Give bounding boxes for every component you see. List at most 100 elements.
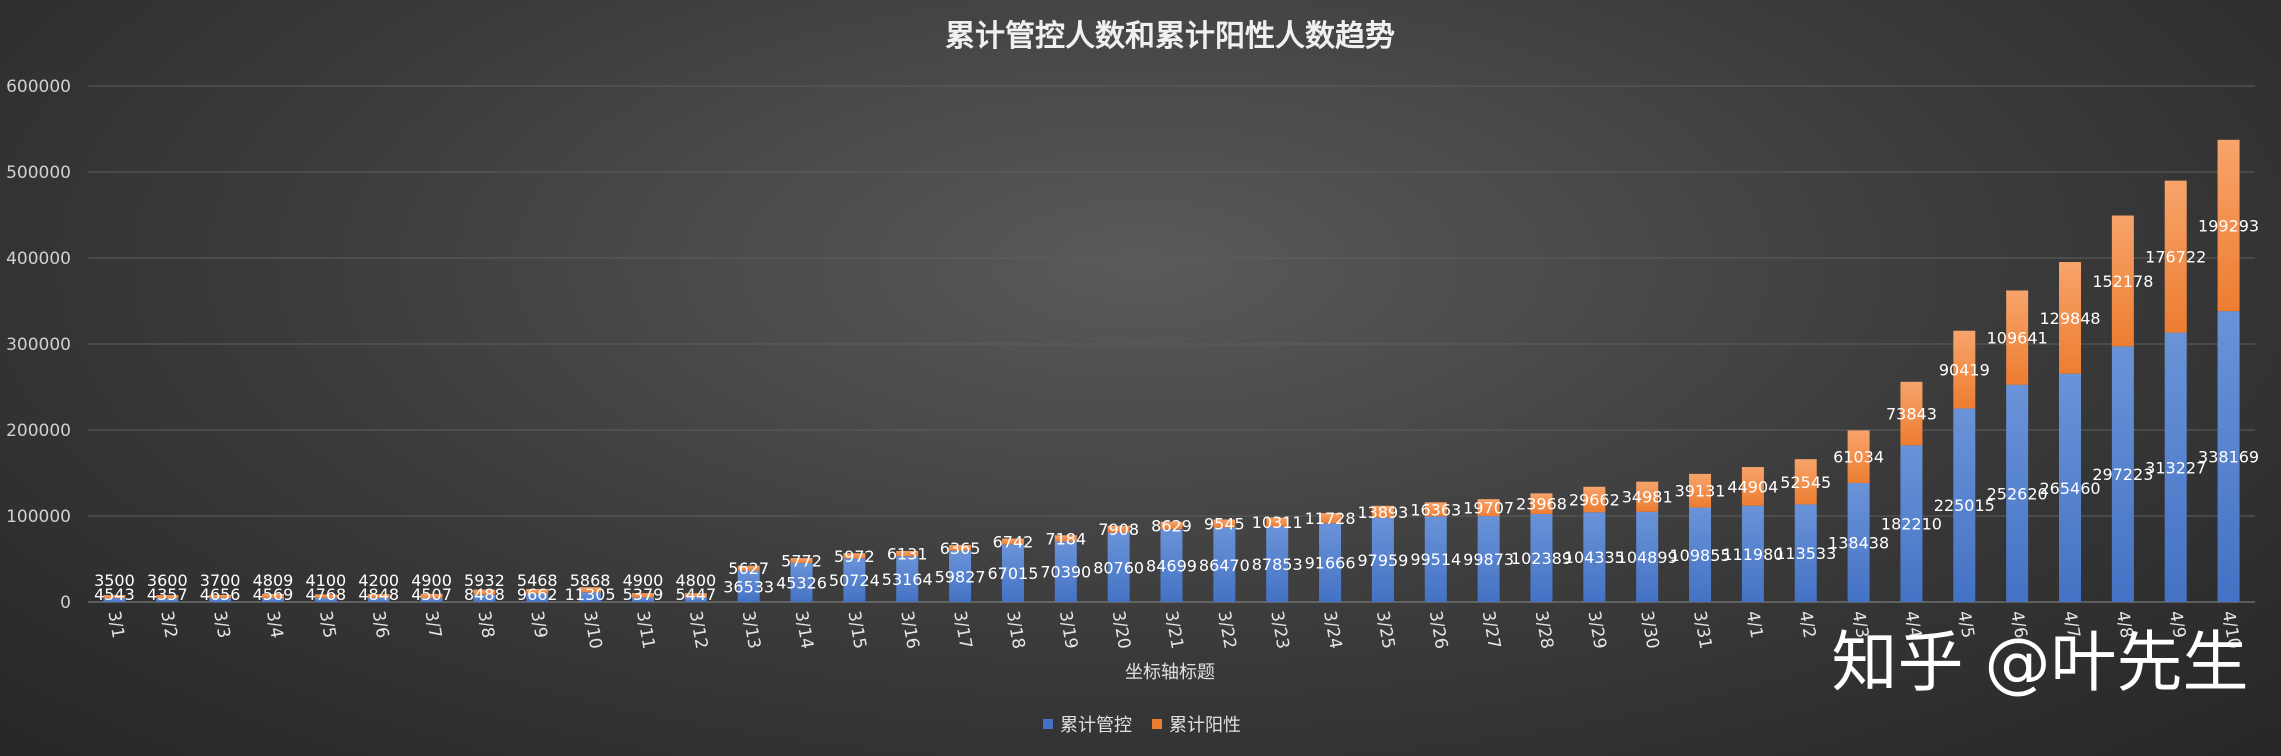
y-tick-label: 600000 — [6, 77, 71, 97]
bar-controlled — [1319, 523, 1342, 602]
data-label-controlled: 104899 — [1617, 548, 1678, 567]
bar-controlled — [579, 592, 602, 602]
data-label-controlled: 87853 — [1252, 555, 1303, 574]
bar-positive — [103, 595, 126, 599]
data-label-positive: 5932 — [464, 571, 505, 590]
bar-positive — [1636, 481, 1659, 512]
bar-positive — [579, 587, 602, 593]
data-label-controlled: 67015 — [987, 564, 1038, 583]
x-tick-label: 3/9 — [526, 609, 550, 639]
x-axis-title: 坐标轴标题 — [1125, 662, 1215, 683]
bar-controlled — [2164, 332, 2187, 602]
bar-controlled — [526, 593, 549, 602]
y-tick-label: 0 — [60, 593, 71, 613]
data-label-controlled: 4357 — [147, 585, 188, 604]
data-label-controlled: 4543 — [94, 585, 135, 604]
bar-controlled — [2111, 346, 2134, 602]
bar-controlled — [1530, 513, 1553, 602]
data-label-controlled: 50724 — [829, 571, 880, 590]
x-tick-label: 3/26 — [1425, 609, 1451, 650]
data-label-controlled: 113533 — [1775, 544, 1836, 563]
data-label-positive: 4800 — [675, 571, 716, 590]
bar-positive — [526, 588, 549, 594]
data-label-controlled: 111980 — [1722, 545, 1783, 564]
data-label-controlled: 9662 — [517, 585, 558, 604]
bar-controlled — [1001, 544, 1024, 602]
data-label-positive: 176722 — [2145, 248, 2206, 267]
x-tick-label: 3/17 — [949, 609, 975, 650]
data-label-controlled: 4848 — [358, 585, 399, 604]
bar-controlled — [1213, 527, 1236, 602]
bar-positive — [1266, 517, 1289, 527]
bar-controlled — [103, 598, 126, 602]
bar-positive — [2006, 290, 2029, 385]
x-tick-label: 3/22 — [1213, 609, 1239, 650]
data-label-controlled: 225015 — [1934, 496, 1995, 515]
data-label-controlled: 45326 — [776, 574, 827, 593]
data-label-positive: 5772 — [781, 552, 822, 571]
x-tick-label: 3/14 — [791, 609, 817, 650]
bar-positive — [843, 553, 866, 559]
data-label-controlled: 99514 — [1410, 550, 1461, 569]
bar-positive — [1583, 486, 1606, 513]
bar-positive — [631, 593, 654, 598]
data-label-positive: 10311 — [1252, 513, 1303, 532]
watermark-text: 知乎 @叶先生 — [1832, 624, 2249, 701]
bar-positive — [1319, 513, 1342, 524]
data-label-positive: 34981 — [1622, 488, 1673, 507]
data-label-positive: 23968 — [1516, 495, 1567, 514]
data-label-positive: 199293 — [2198, 216, 2259, 235]
x-tick-label: 3/28 — [1531, 609, 1557, 650]
bar-controlled — [420, 598, 443, 602]
x-tick-label: 3/21 — [1161, 609, 1187, 650]
data-label-positive: 4200 — [358, 571, 399, 590]
data-label-controlled: 8488 — [464, 585, 505, 604]
data-label-positive: 52545 — [1780, 473, 1831, 492]
data-label-positive: 129848 — [2039, 309, 2100, 328]
data-label-controlled: 138438 — [1828, 533, 1889, 552]
legend-swatch-positive — [1152, 719, 1162, 729]
chart-title: 累计管控人数和累计阳性人数趋势 — [945, 19, 1395, 54]
bar-controlled — [1689, 507, 1712, 602]
y-tick-label: 200000 — [6, 421, 71, 441]
bar-controlled — [631, 597, 654, 602]
bar-controlled — [1160, 529, 1183, 602]
bar-positive — [2059, 262, 2082, 374]
bar-controlled — [1371, 517, 1394, 602]
x-tick-label: 3/12 — [685, 609, 711, 650]
bar-positive — [737, 565, 760, 571]
data-label-positive: 3500 — [94, 571, 135, 590]
bar-controlled — [896, 556, 919, 602]
data-label-controlled: 4569 — [253, 585, 294, 604]
bar-controlled — [790, 563, 813, 602]
bar-controlled — [1636, 511, 1659, 602]
bar-controlled — [1107, 532, 1130, 602]
bar-controlled — [1794, 504, 1817, 602]
data-label-controlled: 4656 — [200, 585, 241, 604]
bar-positive — [1900, 381, 1923, 446]
data-label-positive: 152178 — [2092, 272, 2153, 291]
data-label-controlled: 86470 — [1199, 556, 1250, 575]
bar-positive — [1107, 525, 1130, 533]
x-tick-label: 3/19 — [1055, 609, 1081, 650]
x-tick-label: 3/29 — [1583, 609, 1609, 650]
bar-controlled — [473, 594, 496, 602]
data-label-positive: 61034 — [1833, 448, 1884, 467]
bar-positive — [2217, 139, 2240, 312]
data-label-positive: 7908 — [1098, 520, 1139, 539]
data-label-positive: 5972 — [834, 547, 875, 566]
x-tick-label: 3/18 — [1002, 609, 1028, 650]
y-axis: 0 100000 200000 300000 400000 500000 600000 — [6, 77, 71, 613]
bar-positive — [2111, 215, 2134, 347]
data-label-positive: 11728 — [1305, 509, 1356, 528]
data-label-positive: 6365 — [940, 539, 981, 558]
bar-positive — [1054, 535, 1077, 542]
data-label-controlled: 53164 — [882, 570, 933, 589]
bar-positive — [684, 593, 707, 598]
data-label-positive: 4100 — [305, 571, 346, 590]
x-tick-label: 3/16 — [896, 609, 922, 650]
x-tick-label: 4/6 — [2006, 609, 2030, 639]
x-tick-label: 4/9 — [2165, 609, 2189, 639]
bar-positive — [1847, 430, 1870, 483]
